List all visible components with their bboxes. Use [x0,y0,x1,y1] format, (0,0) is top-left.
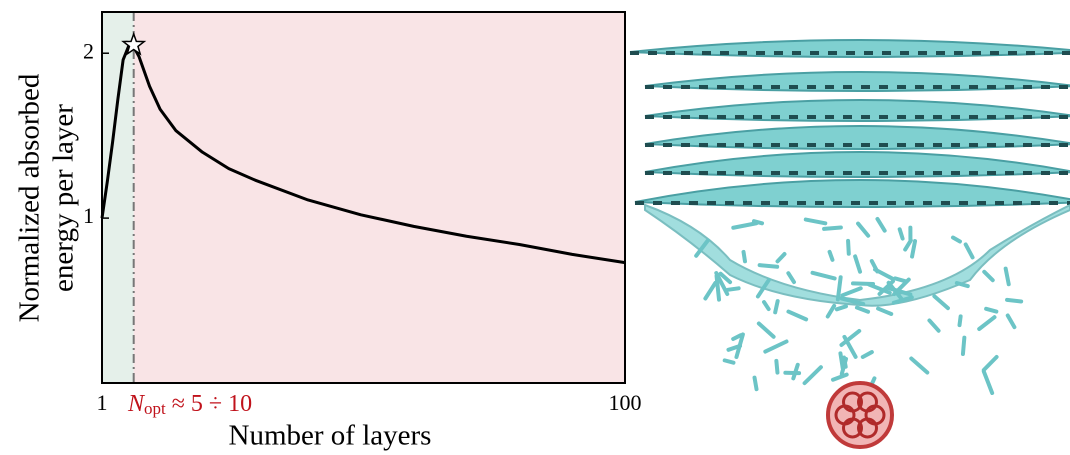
fragment [857,308,868,312]
fragment [813,273,835,279]
fragment [744,252,745,261]
fragment [895,278,905,281]
fragment [858,224,868,236]
fragment [765,341,786,351]
fragment [984,371,992,393]
fragment [705,283,715,298]
fragment [805,367,821,383]
fragment [775,301,777,312]
fragment [728,288,739,290]
x-axis-label: Number of layers [229,420,432,452]
fragment [754,221,762,223]
fragment [788,312,806,320]
fullerene [828,383,892,447]
fragment [830,252,833,260]
annotation-subscript: opt [144,399,166,418]
fragment [905,240,911,249]
fragment [824,227,841,228]
fragment [1006,269,1009,285]
y-axis-label: energy per layer [48,104,80,292]
plot-area: 1 2 1 100 [83,12,642,415]
fragment [1007,300,1021,302]
fragment [912,241,915,257]
fragment [755,378,757,390]
fragment [855,256,860,271]
x-tick-label: 100 [609,390,642,415]
fragment [963,338,964,354]
x-tick-label: 1 [97,390,108,415]
fragment [877,219,884,231]
fragment [759,323,774,336]
fragment [733,223,756,227]
fragment [828,306,834,317]
y-axis-label: Normalized absorbed [14,73,46,322]
fragment [900,229,903,238]
fragment [986,309,996,312]
fragment [778,254,785,261]
fragment [733,335,741,339]
fragment [848,241,849,254]
fragment [911,358,927,372]
fragment [878,309,891,314]
fragment [760,265,778,267]
fragment [793,365,797,379]
fragment [837,306,846,309]
fragment [929,320,938,330]
region [134,12,625,383]
fragment [833,375,847,380]
fragment [984,272,992,280]
fragment [934,296,948,308]
fragment [984,357,997,370]
fragment [953,238,960,242]
fragment [863,352,872,357]
annotation-text: ≈ 5 ÷ 10 [172,391,252,417]
fragment [725,360,734,362]
fragment [806,220,826,224]
fragment [872,261,877,271]
fragment [764,302,769,309]
fragment [788,273,794,282]
fragment [960,316,961,325]
fragment [838,277,841,299]
y-tick-label: 1 [83,203,94,228]
region [102,12,134,383]
figure: 1 2 1 100 Normalized absorbed energy per la… [0,0,1070,455]
fragment [842,288,860,295]
annotation: Nopt≈ 5 ÷ 10 [127,391,252,418]
y-tick-label: 2 [83,38,94,63]
fragment [844,358,846,367]
molecule-illustration [630,40,1070,447]
fragment [1008,316,1015,328]
fragment [776,361,777,373]
fragment [979,317,994,329]
fragment [966,244,973,257]
